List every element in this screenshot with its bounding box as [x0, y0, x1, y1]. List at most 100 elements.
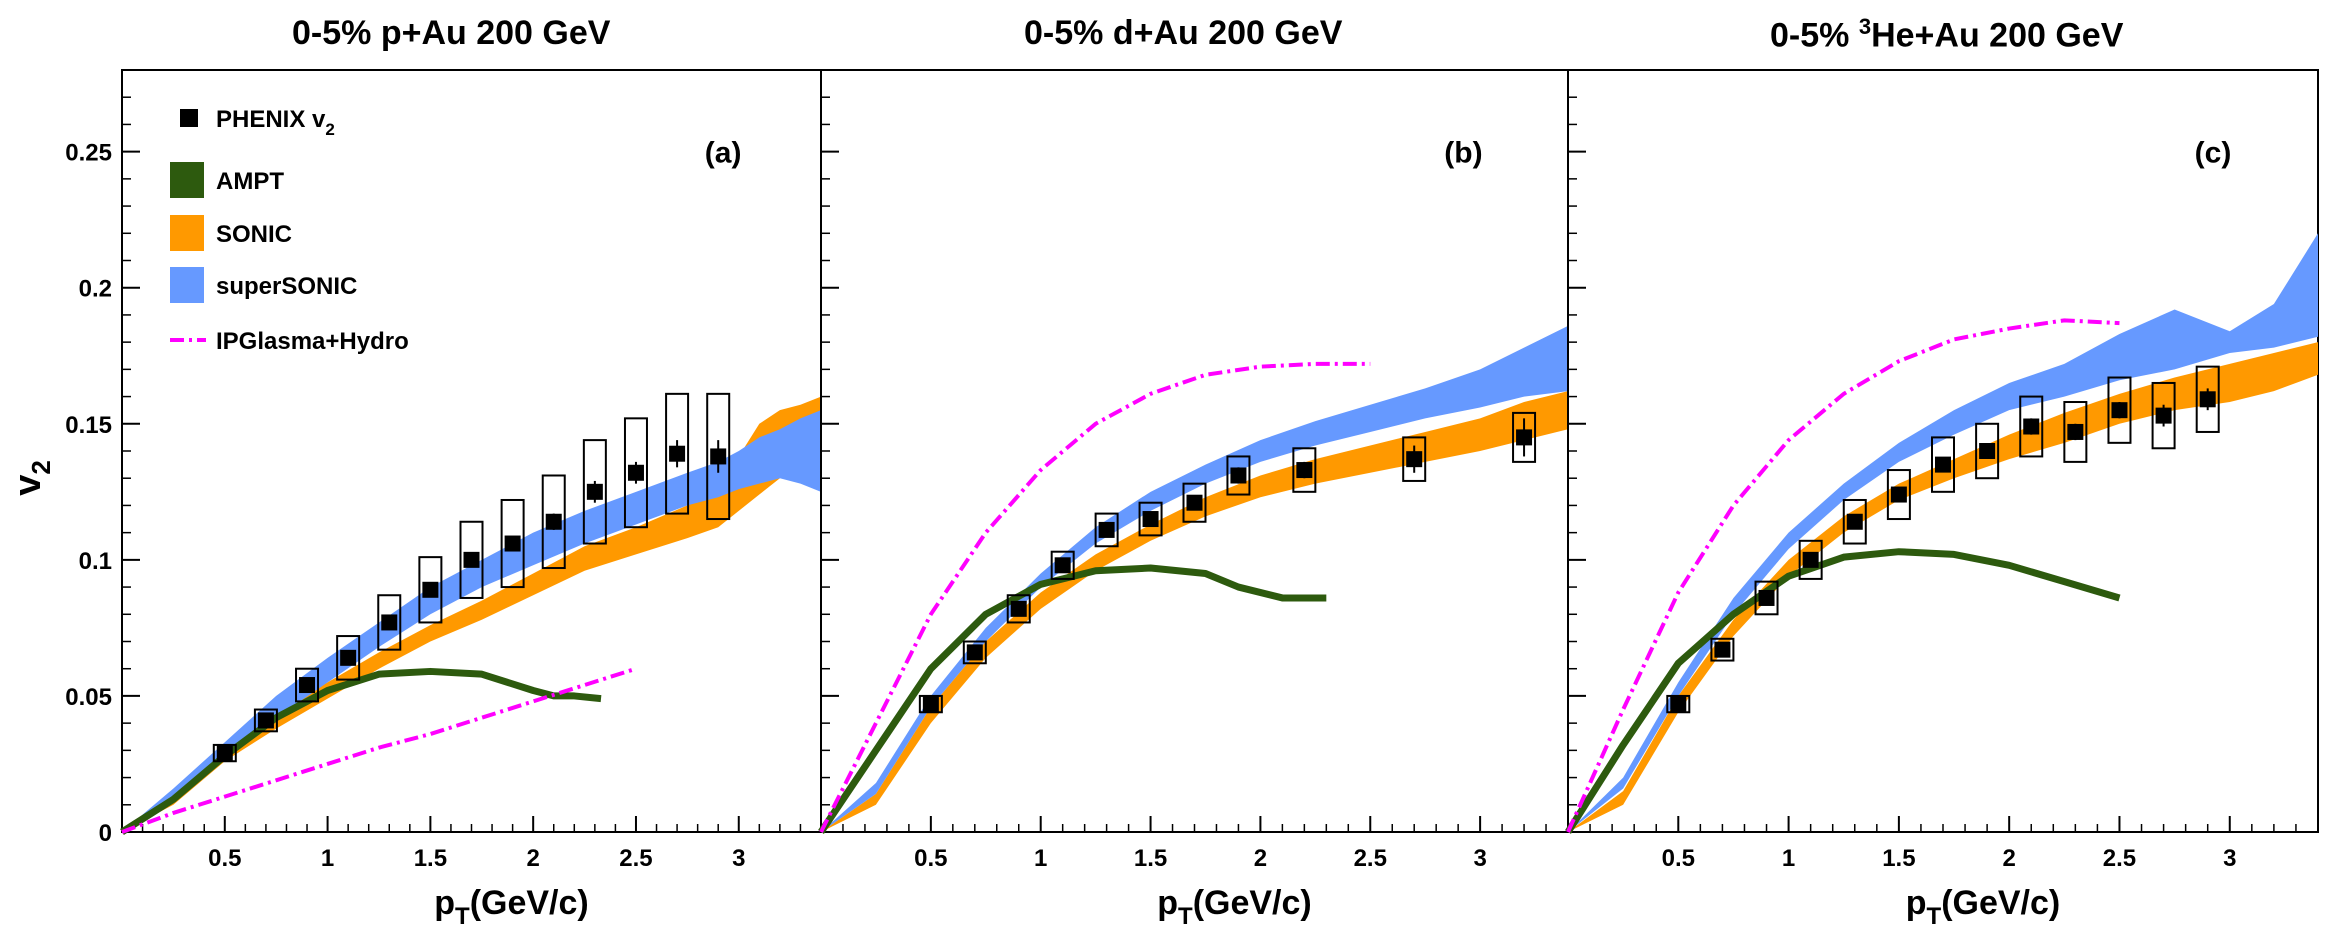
phenix-point	[299, 677, 316, 694]
legend-label: superSONIC	[216, 273, 357, 300]
phenix-point	[1186, 494, 1203, 511]
phenix-point	[1714, 641, 1731, 658]
ampt-curve	[1565, 548, 2121, 834]
supersonic-band	[821, 325, 1568, 832]
phenix-sys-box	[962, 640, 987, 665]
phenix-point	[2067, 423, 2084, 440]
phenix-sys-box	[582, 439, 607, 545]
phenix-point	[669, 445, 686, 462]
sonic-band	[122, 396, 821, 832]
phenix-point	[1010, 600, 1027, 617]
phenix-point	[2023, 418, 2040, 435]
x-tick-label: 0.5	[1662, 845, 1695, 872]
x-tick-label: 1.5	[414, 845, 447, 872]
phenix-point	[1142, 511, 1159, 528]
legend-label: IPGlasma+Hydro	[216, 328, 409, 355]
x-tick-label: 2	[526, 845, 539, 872]
title-text-rest: He+Au 200 GeV	[1871, 16, 2124, 55]
phenix-sys-box	[706, 392, 731, 521]
phenix-point	[1846, 513, 1863, 530]
phenix-point	[1979, 443, 1996, 459]
phenix-sys-box	[1094, 512, 1119, 548]
legend-swatch	[170, 162, 204, 198]
panel-label: (c)	[2195, 137, 2232, 170]
phenix-point	[1670, 696, 1687, 713]
legend-swatch	[170, 215, 204, 251]
phenix-point	[463, 551, 480, 568]
x-tick-label: 2.5	[1354, 845, 1387, 872]
phenix-sys-box	[1931, 436, 1955, 493]
phenix-sys-box	[541, 474, 566, 570]
phenix-point	[2111, 402, 2128, 419]
phenix-point	[2155, 407, 2172, 424]
sonic-band	[821, 391, 1568, 832]
phenix-sys-box	[1138, 501, 1163, 537]
phenix-sys-box	[500, 498, 525, 589]
phenix-sys-box	[1666, 694, 1691, 714]
panel-title-c: 0-5% 3He+Au 200 GeV	[1770, 14, 2123, 55]
phenix-sys-box	[1512, 411, 1537, 463]
x-tick-label: 3	[1473, 845, 1486, 872]
supersonic-band	[1568, 233, 2318, 833]
y-tick-label: 0.15	[65, 412, 112, 439]
y-tick-label: 0	[99, 820, 112, 847]
x-tick-label: 1.5	[1882, 845, 1915, 872]
panel-b: 0.5 1 1.5 2 2.5 3 pT(GeV/c) (b)	[818, 69, 1569, 930]
panel-title-b: 0-5% d+Au 200 GeV	[1024, 14, 1342, 53]
ipglasma-curve	[1566, 318, 2120, 833]
phenix-sys-box	[2063, 401, 2088, 463]
legend-label: AMPT	[216, 168, 284, 195]
x-tick-label: 3	[2223, 845, 2236, 872]
legend-swatch	[170, 267, 204, 303]
phenix-point	[340, 649, 357, 666]
phenix-sys-box	[1975, 422, 2000, 480]
phenix-point	[1296, 462, 1313, 479]
phenix-sys-box	[918, 694, 943, 714]
ampt-curve	[120, 667, 602, 835]
phenix-point	[216, 745, 233, 762]
title-text: 0-5%	[1770, 16, 1859, 55]
sonic-band	[1568, 342, 2318, 832]
phenix-point	[586, 483, 603, 500]
phenix-sys-box	[2107, 376, 2132, 444]
panel-label: (a)	[705, 137, 742, 170]
y-tick-label: 0.1	[79, 548, 112, 575]
phenix-sys-box	[459, 520, 484, 599]
phenix-sys-box	[2019, 395, 2044, 458]
x-tick-label: 1	[1782, 845, 1795, 872]
phenix-point	[1802, 551, 1819, 568]
phenix-sys-box	[2151, 381, 2176, 450]
panel-title-a: 0-5% p+Au 200 GeV	[292, 14, 610, 53]
phenix-point	[545, 513, 562, 530]
phenix-point	[1516, 429, 1533, 446]
panel-a: 0.5 1 1.5 2 2.5 3 0 0.05 0.1 0.15 0.2 0.25 pT(GeV/c)…	[7, 69, 822, 930]
x-tick-label: 1	[1034, 845, 1047, 872]
phenix-sys-box	[377, 594, 402, 651]
phenix-sys-box	[1050, 550, 1075, 580]
plot-frame	[1567, 69, 2319, 833]
x-tick-label: 1.5	[1134, 845, 1167, 872]
phenix-point	[1935, 456, 1951, 473]
phenix-sys-box	[1226, 455, 1251, 496]
phenix-point	[381, 614, 398, 631]
phenix-sys-box	[1754, 580, 1779, 616]
y-tick-label: 0.05	[65, 684, 112, 711]
y-tick-label: 0.2	[79, 276, 112, 303]
phenix-point	[922, 696, 939, 713]
title-text: 0-5% d+Au 200 GeV	[1024, 14, 1343, 52]
phenix-sys-box	[623, 417, 648, 529]
legend-marker	[180, 109, 198, 127]
y-tick-label: 0.25	[65, 140, 112, 167]
phenix-point	[1054, 557, 1071, 574]
title-superscript: 3	[1858, 14, 1872, 39]
x-axis-label: pT(GeV/c)	[1906, 884, 2061, 930]
phenix-sys-box	[1402, 436, 1427, 482]
phenix-point	[1406, 451, 1423, 468]
title-text: 0-5% p+Au 200 GeV	[292, 14, 611, 52]
phenix-sys-box	[336, 635, 361, 681]
phenix-sys-box	[212, 743, 237, 763]
x-tick-label: 2	[1254, 845, 1267, 872]
phenix-point	[1890, 486, 1907, 503]
